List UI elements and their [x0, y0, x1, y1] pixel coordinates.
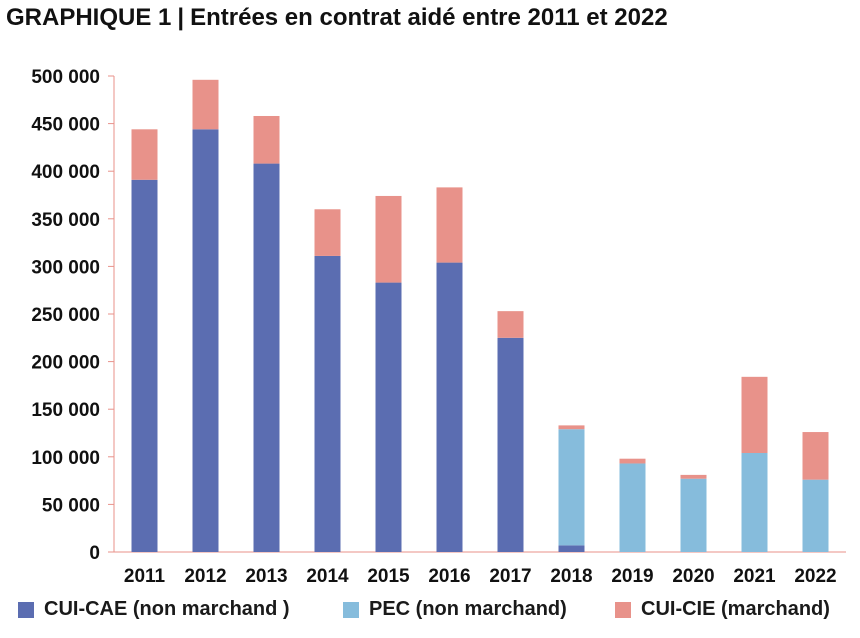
x-tick-label: 2014 [306, 566, 349, 587]
y-tick-label: 100 000 [31, 448, 100, 469]
chart-legend: CUI-CAE (non marchand ) PEC (non marchan… [18, 598, 854, 628]
chart-title-separator: | [177, 4, 185, 31]
y-tick-label: 300 000 [31, 257, 100, 278]
legend-item-pec: PEC (non marchand) [343, 598, 567, 621]
legend-label-cui-cae: CUI-CAE (non marchand ) [44, 598, 290, 620]
bar-segment [741, 452, 768, 552]
bar-segment [192, 129, 219, 552]
y-tick-label: 50 000 [42, 495, 100, 516]
legend-swatch-cui-cie [615, 601, 631, 618]
y-tick-label: 450 000 [31, 115, 100, 136]
y-tick-label: 250 000 [31, 305, 100, 326]
x-tick-label: 2013 [245, 566, 287, 587]
legend-item-cui-cie: CUI-CIE (marchand) [615, 598, 830, 621]
bar-segment [375, 282, 402, 552]
x-tick-label: 2020 [672, 566, 714, 587]
bar-segment [497, 311, 524, 338]
bar-segment [192, 79, 219, 130]
y-tick-label: 500 000 [31, 67, 100, 88]
x-tick-label: 2012 [184, 566, 226, 587]
bar-segment [802, 432, 829, 480]
y-tick-label: 0 [89, 543, 100, 564]
bar-segment [253, 115, 280, 164]
bar-segment [131, 179, 158, 552]
legend-swatch-cui-cae [18, 601, 34, 618]
x-tick-label: 2017 [489, 566, 531, 587]
x-tick-label: 2015 [367, 566, 410, 587]
legend-label-cui-cie: CUI-CIE (marchand) [641, 598, 830, 620]
bar-segment [680, 474, 707, 479]
x-tick-label: 2018 [550, 566, 592, 587]
legend-label-pec: PEC (non marchand) [369, 598, 567, 620]
bar-segment [558, 429, 585, 546]
y-tick-label: 200 000 [31, 353, 100, 374]
bar-segment [131, 129, 158, 180]
bar-segment [253, 163, 280, 553]
bar-segment [619, 463, 646, 552]
bar-segment [314, 209, 341, 256]
bar-segment [558, 425, 585, 430]
legend-item-cui-cae: CUI-CAE (non marchand ) [18, 598, 290, 621]
chart-title: GRAPHIQUE 1 | Entrées en contrat aidé entr… [6, 4, 668, 32]
x-tick-label: 2021 [733, 566, 776, 587]
bar-segment [619, 458, 646, 464]
x-tick-label: 2019 [611, 566, 653, 587]
stacked-bar-chart: 0 50 000 100 000 150 000 200 000 250 000 300 0… [31, 67, 846, 587]
bar-segment [680, 478, 707, 552]
x-tick-label: 2022 [794, 566, 836, 587]
bar-segment [436, 187, 463, 263]
bar-segment [314, 255, 341, 553]
chart-title-prefix: GRAPHIQUE 1 [6, 4, 172, 31]
chart-title-text: Entrées en contrat aidé entre 2011 et 20… [190, 4, 668, 31]
x-tick-label: 2016 [428, 566, 470, 587]
bar-segment [375, 195, 402, 283]
y-tick-label: 400 000 [31, 162, 100, 183]
bar-segment [497, 337, 524, 552]
bar-segment [741, 376, 768, 453]
x-tick-label: 2011 [124, 566, 166, 587]
y-tick-label: 350 000 [31, 210, 100, 231]
legend-swatch-pec [343, 601, 359, 618]
bar-segment [558, 545, 585, 552]
bar-segment [436, 262, 463, 552]
y-tick-label: 150 000 [31, 400, 100, 421]
bar-segment [802, 479, 829, 552]
